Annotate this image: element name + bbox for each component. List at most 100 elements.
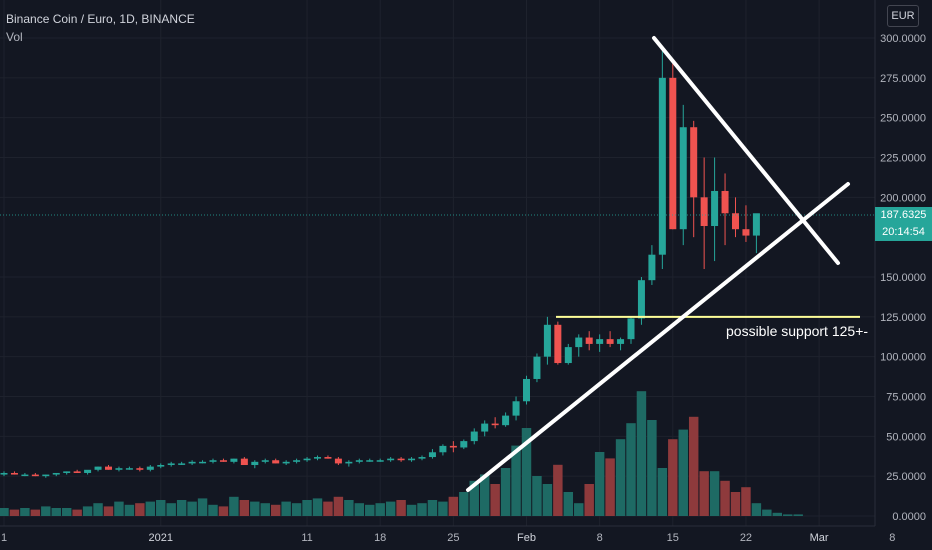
candle-body (178, 463, 186, 465)
candle-body (115, 468, 123, 470)
candle-body (199, 461, 207, 464)
volume-bar (741, 487, 751, 516)
candle-body (627, 318, 635, 340)
time-axis[interactable]: 1 2021 11 18 25 Feb 8 15 22 Mar 8 (0, 525, 895, 550)
volume-bar (584, 484, 594, 516)
volume-bar (187, 501, 197, 516)
volume-bar (344, 500, 354, 516)
candle-body (105, 466, 112, 470)
candle-body (721, 190, 729, 214)
volume-bar (176, 500, 187, 516)
volume-bar (61, 508, 72, 516)
time-tick-label: Mar (810, 532, 829, 544)
volume-bar (114, 501, 124, 516)
candle-body (585, 337, 593, 344)
grid-lines (0, 0, 893, 526)
candle-body (523, 378, 530, 402)
volume-bar (605, 458, 615, 516)
candle-body (669, 77, 677, 230)
candle-body (502, 415, 510, 426)
candle-body (564, 347, 572, 364)
candle-body (596, 339, 604, 344)
volume-bar (406, 504, 417, 516)
volume-bar (751, 503, 762, 516)
candle-body (575, 337, 583, 348)
volume-bar (0, 508, 9, 516)
volume-bar (365, 504, 375, 516)
candle-body (0, 472, 8, 475)
time-tick-label: 15 (667, 532, 679, 544)
symbol-title[interactable]: Binance Coin / Euro, 1D, BINANCE (6, 12, 195, 26)
volume-bar (417, 503, 427, 516)
volume-bar (772, 512, 783, 516)
volume-bar (302, 500, 312, 516)
volume-bar (490, 484, 500, 516)
volume-bar (699, 471, 709, 516)
candle-body (449, 445, 457, 448)
candle-body (10, 472, 18, 475)
price-candles (0, 45, 760, 478)
volume-indicator-label[interactable]: Vol (6, 30, 23, 44)
volume-bar (459, 492, 469, 516)
volume-bar (657, 468, 668, 516)
descending-trendline[interactable] (652, 36, 840, 265)
volume-bar (218, 506, 229, 516)
volume-bar (783, 514, 793, 516)
volume-bar (563, 492, 574, 516)
volume-bar (532, 476, 542, 516)
currency-button[interactable]: EUR (887, 5, 919, 27)
price-tick-label: 100.0000 (880, 352, 926, 364)
volume-bar (678, 429, 688, 516)
countdown-label: 20:14:54 (875, 224, 932, 241)
volume-bar (793, 514, 803, 516)
candle-body (606, 339, 614, 344)
volume-bar (479, 474, 490, 516)
time-tick-label: 8 (597, 532, 603, 544)
candle-body (543, 324, 551, 357)
candle-body (679, 127, 687, 230)
volume-bar (668, 439, 678, 516)
volume-bar (145, 501, 156, 516)
volume-bar (574, 503, 584, 516)
volume-bar (511, 445, 521, 516)
volume-bar (166, 503, 176, 516)
candle-body (460, 441, 468, 448)
candle-body (303, 458, 311, 461)
candle-body (261, 460, 269, 462)
candle-body (63, 471, 71, 473)
volume-bar (542, 484, 553, 516)
volume-bar (730, 492, 741, 516)
candle-body (439, 445, 447, 453)
candle-body (209, 460, 217, 462)
volume-bar (521, 428, 532, 516)
volume-bar (615, 439, 626, 516)
volume-bars (0, 391, 803, 516)
candle-body (366, 460, 374, 462)
candle-body (648, 254, 656, 281)
volume-bar (469, 480, 479, 516)
candle-body (345, 461, 353, 464)
volume-bar (93, 503, 103, 516)
ascending-trendline[interactable] (466, 182, 850, 492)
chart-legend: Binance Coin / Euro, 1D, BINANCE Vol (6, 10, 195, 46)
candle-body (428, 452, 436, 458)
volume-bar (103, 506, 114, 516)
candle-body (52, 472, 60, 475)
time-axis-background (0, 526, 875, 550)
volume-bar (82, 506, 93, 516)
candle-body (658, 77, 666, 255)
candle-body (700, 197, 708, 227)
candle-body (355, 460, 363, 462)
candle-body (94, 466, 102, 470)
candle-body (690, 127, 698, 198)
candle-body (125, 468, 133, 470)
candle-body (481, 423, 489, 432)
price-axis[interactable]: 300.0000 275.0000 250.0000 225.0000 200.0000… (874, 0, 932, 550)
volume-bar (396, 500, 406, 516)
time-tick-label: Feb (517, 532, 536, 544)
volume-bar (229, 496, 239, 516)
price-tick-label: 0.0000 (892, 511, 926, 523)
candle-body (742, 229, 750, 236)
